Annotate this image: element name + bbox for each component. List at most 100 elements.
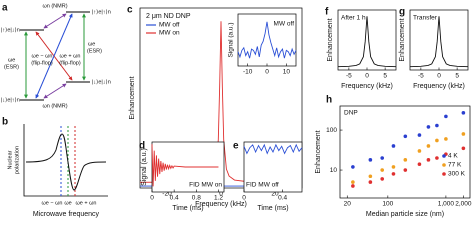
- x-tick-label: -20: [162, 191, 172, 198]
- x-tick-label: 0: [365, 73, 369, 80]
- x-axis-label: Median particle size (nm): [366, 211, 444, 218]
- panel-letter: h: [326, 95, 332, 106]
- point: [380, 177, 385, 181]
- transition-label: (flip-flop): [59, 60, 81, 66]
- legend-label: 4 K: [448, 153, 458, 160]
- panel-letter: a: [2, 3, 8, 14]
- point: [380, 156, 385, 160]
- x-tick-label: -5: [346, 73, 352, 80]
- annotation: MW off: [274, 21, 295, 28]
- x-axis-label: Frequency (kHz): [341, 83, 393, 90]
- x-tick-label: 0: [219, 191, 223, 198]
- annotation: Transfer: [413, 15, 438, 22]
- point: [403, 168, 408, 172]
- point: [444, 137, 448, 141]
- x-tick-label: 0: [242, 195, 246, 202]
- point: [461, 132, 466, 136]
- series-line: [243, 143, 303, 155]
- point: [417, 162, 422, 167]
- point: [417, 149, 422, 153]
- x-tick-label: 2,000: [455, 201, 472, 208]
- marker-label: ωe + ωn: [76, 200, 97, 206]
- legend-label: 300 K: [448, 171, 466, 178]
- point: [368, 180, 373, 184]
- point: [461, 146, 466, 151]
- point: [417, 133, 422, 137]
- x-tick-label: 100: [382, 201, 393, 208]
- y-tick-label: 100: [326, 127, 337, 134]
- x-tick-label: 1,000: [438, 201, 455, 208]
- point: [426, 144, 431, 148]
- x-tick-label: 10: [283, 69, 291, 76]
- ket: |↓⟩e|↓⟩n: [92, 78, 111, 85]
- figure: a |↑⟩e|↓⟩n |↑⟩e|↑⟩n |↓⟩e|↑⟩n |↓⟩e|↓⟩n ωn…: [1, 3, 472, 218]
- y-axis-label: Enhancement: [315, 130, 322, 173]
- x-tick-label: -5: [418, 73, 424, 80]
- annotation: FID MW off: [246, 182, 279, 189]
- panel-letter: g: [399, 7, 405, 18]
- plot-frame: [339, 105, 471, 199]
- x-axis-label: Microwave frequency: [33, 211, 100, 218]
- x-tick-label: 20: [271, 191, 279, 198]
- legend-label: 77 K: [448, 162, 462, 169]
- y-axis-label: Enhancement: [129, 76, 136, 119]
- point: [368, 174, 373, 179]
- transition-label: ωn (NMR): [42, 3, 67, 9]
- y-axis-label: polarization: [14, 146, 20, 174]
- x-tick-label: -10: [243, 69, 253, 76]
- panel-letter: b: [2, 117, 8, 128]
- panel-letter: c: [127, 5, 133, 16]
- point: [351, 180, 355, 184]
- legend-label: MW off: [159, 22, 180, 29]
- flip-flop-arrow: [35, 13, 73, 99]
- y-axis-label: Signal (a.u.): [228, 22, 235, 57]
- nmr-arrow: [43, 83, 67, 99]
- y-axis-label: Enhancement: [327, 18, 334, 61]
- x-axis-label: Frequency (kHz): [413, 83, 465, 90]
- series-line: [237, 21, 297, 59]
- axes: [23, 124, 108, 197]
- series-line: [151, 144, 219, 187]
- point: [380, 168, 385, 172]
- x-tick-label: 0.4: [170, 195, 179, 202]
- legend-swatch: [442, 163, 446, 167]
- ket: |↑⟩e|↓⟩n: [1, 26, 20, 33]
- energy-diagram: a |↑⟩e|↓⟩n |↑⟩e|↑⟩n |↓⟩e|↑⟩n |↓⟩e|↓⟩n ωn…: [1, 3, 111, 110]
- panel-letter: e: [233, 141, 239, 152]
- x-axis-label: Frequency (kHz): [195, 201, 247, 208]
- annotation: After 1 h: [341, 15, 366, 22]
- marker-label: ωe − ωn: [42, 200, 63, 206]
- x-tick-label: 5: [455, 73, 459, 80]
- x-tick-label: 0: [437, 73, 441, 80]
- point: [391, 172, 396, 176]
- transition-label: (ESR): [87, 48, 102, 54]
- point: [391, 144, 396, 148]
- y-axis-label: Signal (a.u.): [141, 148, 148, 186]
- x-tick-label: 20: [344, 201, 352, 208]
- annotation: FID MW on: [189, 182, 222, 189]
- point: [426, 158, 431, 162]
- point: [435, 138, 439, 143]
- transition-label: ωe + ωn: [60, 53, 81, 59]
- series-line: [409, 16, 469, 68]
- point: [461, 111, 466, 115]
- legend-label: MW on: [159, 30, 180, 37]
- nmr-arrow: [43, 13, 67, 29]
- ket: |↓⟩e|↑⟩n: [1, 96, 20, 103]
- point: [403, 158, 408, 162]
- y-tick-label: 10: [330, 167, 338, 174]
- transition-label: (flip-flop): [31, 60, 53, 66]
- point: [426, 125, 431, 129]
- transition-label: ωn (NMR): [42, 103, 67, 109]
- x-tick-label: 1.2: [214, 195, 223, 202]
- annotation: DNP: [344, 110, 358, 117]
- point: [351, 184, 355, 188]
- polarization-schematic: b Nuclear polarization ωe − ωn ωe ωe + ω…: [2, 117, 108, 218]
- transition-label: ωe: [88, 41, 95, 47]
- x-axis-label: Time (ms): [257, 205, 288, 212]
- y-axis-label: Nuclear: [7, 150, 13, 169]
- ket: |↑⟩e|↑⟩n: [92, 8, 111, 15]
- y-axis-label: Enhancement: [399, 18, 406, 61]
- x-tick-label: 0: [150, 195, 154, 202]
- point: [403, 134, 408, 139]
